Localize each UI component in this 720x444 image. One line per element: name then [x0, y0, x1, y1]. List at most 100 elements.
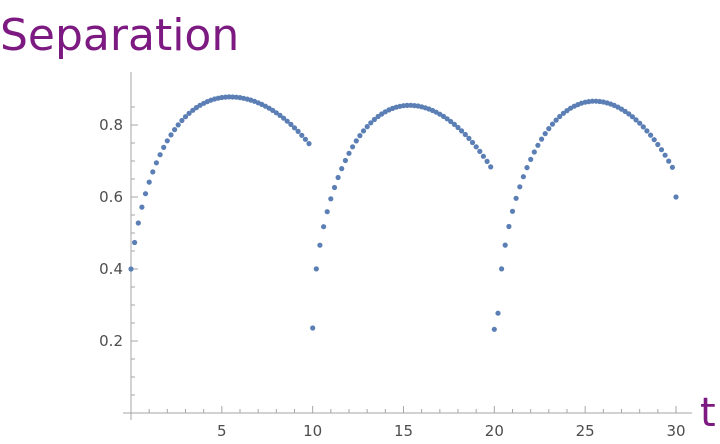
data-point: [560, 110, 567, 116]
data-point: [404, 102, 410, 108]
data-point: [331, 184, 338, 191]
data-point: [346, 150, 352, 156]
data-point: [295, 128, 301, 134]
data-point: [469, 139, 476, 146]
data-point: [513, 195, 519, 201]
data-point: [539, 136, 545, 142]
data-points: [128, 94, 679, 332]
data-point: [459, 128, 465, 134]
data-point: [175, 122, 181, 128]
data-point: [517, 184, 523, 190]
data-point: [484, 158, 490, 164]
data-point: [310, 325, 316, 331]
x-tick-label: 25: [576, 422, 595, 440]
data-point: [161, 144, 167, 150]
data-point: [350, 144, 356, 150]
data-point: [317, 242, 323, 248]
data-point: [648, 132, 654, 138]
data-point: [662, 152, 668, 158]
y-tick-label: 0.2: [99, 332, 123, 350]
data-point: [658, 147, 665, 153]
data-point: [651, 137, 657, 143]
x-tick-label: 20: [485, 422, 504, 440]
data-point: [328, 196, 334, 202]
data-point: [302, 136, 308, 142]
data-point: [557, 113, 563, 120]
data-point: [150, 169, 156, 175]
data-point: [499, 266, 505, 272]
x-tick-label: 5: [217, 422, 227, 440]
data-point: [360, 128, 367, 134]
data-point: [284, 118, 290, 124]
data-point: [626, 111, 632, 117]
x-tick-label: 30: [666, 422, 685, 440]
data-point: [622, 108, 628, 114]
data-point: [153, 160, 159, 166]
data-point: [146, 179, 152, 185]
data-point: [128, 266, 134, 272]
data-point: [444, 116, 450, 122]
data-point: [139, 204, 145, 210]
data-point: [299, 132, 305, 138]
data-point: [546, 126, 552, 132]
data-point: [357, 133, 363, 139]
y-tick-label: 0.8: [99, 116, 123, 134]
x-axis-label: t: [700, 390, 716, 436]
data-point: [488, 164, 494, 170]
data-point: [157, 152, 163, 158]
data-point: [342, 157, 348, 164]
data-point: [509, 208, 516, 214]
data-point: [230, 94, 236, 100]
data-point: [324, 209, 330, 215]
data-point: [524, 165, 530, 171]
data-point: [629, 114, 636, 120]
x-tick-label: 10: [303, 422, 322, 440]
data-point: [473, 144, 479, 150]
data-point: [179, 117, 185, 124]
data-point: [655, 141, 661, 148]
data-point: [462, 131, 468, 138]
data-point: [506, 223, 512, 230]
data-point: [335, 174, 341, 181]
data-point: [182, 114, 189, 120]
data-point: [172, 127, 178, 133]
data-point: [132, 239, 138, 246]
data-point: [666, 158, 672, 164]
data-point: [633, 117, 639, 123]
data-point: [273, 110, 279, 116]
data-point: [448, 118, 454, 125]
data-point: [480, 153, 486, 159]
data-point: [371, 116, 377, 123]
data-point: [364, 124, 370, 130]
data-point: [502, 242, 508, 248]
data-point: [339, 166, 345, 172]
data-point: [281, 115, 287, 121]
data-point: [321, 224, 327, 230]
data-point: [531, 149, 537, 155]
data-point: [491, 326, 497, 332]
data-point: [477, 148, 483, 154]
x-tick-label: 15: [394, 422, 413, 440]
y-tick-label: 0.6: [99, 188, 123, 206]
data-point: [353, 138, 359, 144]
data-point: [520, 174, 527, 180]
data-point: [313, 266, 319, 272]
data-point: [589, 98, 596, 104]
data-point: [306, 141, 312, 147]
data-point: [135, 220, 141, 226]
data-point: [277, 112, 283, 118]
data-point: [190, 107, 196, 113]
data-point: [168, 132, 174, 138]
data-point: [466, 135, 472, 141]
data-point: [542, 131, 548, 137]
data-point: [535, 142, 541, 148]
tick-labels: 5 10 15 20 25 30 0.2 0.4 0.6 0.8: [99, 116, 685, 440]
data-point: [673, 194, 679, 200]
data-point: [291, 125, 298, 131]
data-point: [288, 121, 294, 127]
data-point: [528, 156, 534, 162]
data-point: [495, 310, 501, 316]
data-point: [142, 191, 149, 197]
data-point: [451, 121, 457, 127]
